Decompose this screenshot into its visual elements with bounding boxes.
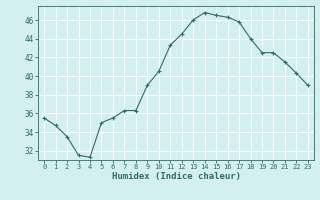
X-axis label: Humidex (Indice chaleur): Humidex (Indice chaleur)	[111, 172, 241, 181]
